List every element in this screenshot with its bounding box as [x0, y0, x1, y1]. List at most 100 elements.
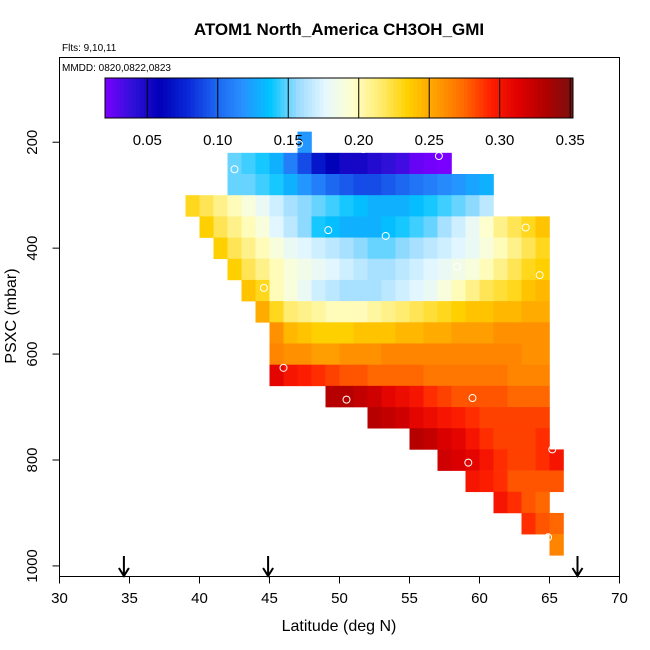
heatmap-cell	[465, 343, 480, 365]
y-tick-label: 200	[24, 130, 41, 155]
colorbar-segment	[424, 78, 430, 118]
heatmap-cell	[255, 216, 270, 238]
colorbar-segment	[186, 78, 192, 118]
colorbar-segment	[120, 78, 125, 118]
heatmap-cell	[521, 364, 536, 387]
colorbar-segment	[545, 78, 550, 118]
heatmap-cell	[479, 258, 494, 281]
heatmap-cell	[479, 195, 494, 217]
heatmap-cell	[283, 301, 298, 323]
heatmap-cell	[353, 174, 368, 196]
heatmap-cell	[521, 279, 536, 302]
colorbar-segment	[459, 78, 465, 118]
colorbar-segment	[339, 78, 344, 118]
heatmap-cell	[507, 428, 522, 450]
heatmap-cell	[465, 407, 480, 429]
heatmap-cell	[409, 152, 424, 175]
colorbar-segment	[385, 78, 391, 118]
heatmap-cell	[367, 258, 382, 281]
heatmap-cell	[423, 237, 438, 260]
observation-marker	[259, 283, 268, 292]
heatmap-cell	[451, 301, 466, 323]
colorbar-segment	[175, 78, 180, 118]
heatmap-cell	[549, 470, 564, 493]
colorbar-segment	[342, 78, 348, 118]
heatmap-cell	[437, 301, 452, 323]
colorbar-segment	[183, 78, 188, 118]
heatmap-cell	[493, 258, 508, 281]
heatmap-cell	[241, 279, 256, 302]
x-tick-label: 30	[51, 590, 68, 607]
heatmap-cell	[339, 174, 354, 196]
heatmap-cell	[395, 174, 410, 196]
colorbar-segment	[253, 78, 258, 118]
heatmap-cell	[269, 343, 284, 365]
heatmap-cell	[535, 237, 550, 260]
heatmap-cell	[283, 216, 298, 238]
heatmap-cell	[381, 364, 396, 387]
heatmap-cell	[241, 195, 256, 217]
colorbar-segment	[506, 78, 511, 118]
colorbar-segment	[502, 78, 508, 118]
colorbar-segment	[526, 78, 531, 118]
dates-label: MMDD: 0820,0822,0823	[62, 63, 171, 74]
heatmap-cell	[451, 343, 466, 365]
heatmap-cell	[395, 364, 410, 387]
heatmap-cell	[451, 174, 466, 196]
heatmap-cell	[437, 428, 452, 450]
heatmap-cell	[451, 364, 466, 387]
heatmap-cell	[297, 322, 312, 344]
heatmap-cell	[311, 152, 326, 175]
heatmap-cell	[311, 322, 326, 344]
arrow-marker-head	[571, 567, 584, 578]
heatmap-cell	[269, 216, 284, 238]
colorbar-segment	[479, 78, 484, 118]
heatmap-cell	[521, 428, 536, 450]
colorbar-segment	[132, 78, 137, 118]
observation-marker	[453, 262, 462, 271]
heatmap-cell	[227, 216, 242, 238]
colorbar-segment	[171, 78, 176, 118]
heatmap-cell	[409, 322, 424, 344]
heatmap-cell	[535, 407, 550, 429]
heatmap-cell	[353, 279, 368, 302]
heatmap-cell	[367, 322, 382, 344]
heatmap-cell	[283, 195, 298, 217]
heatmap-cell	[535, 512, 550, 535]
colorbar-segment	[206, 78, 211, 118]
heatmap-cell	[367, 152, 382, 175]
colorbar-segment	[483, 78, 488, 118]
heatmap-cell	[409, 195, 424, 217]
heatmap-cell	[353, 385, 368, 408]
heatmap-cell	[297, 364, 312, 387]
colorbar-segment	[354, 78, 359, 118]
colorbar-tick-label: 0.10	[203, 132, 232, 149]
heatmap-cell	[493, 385, 508, 408]
observation-marker	[544, 533, 553, 542]
colorbar-segment	[362, 78, 367, 118]
observation-marker	[521, 223, 530, 232]
heatmap-cell	[283, 343, 298, 365]
heatmap-cell	[325, 216, 340, 238]
colorbar-segment	[323, 78, 328, 118]
colorbar-segment	[307, 78, 313, 118]
heatmap-cell	[367, 407, 382, 429]
heatmap-cell	[409, 364, 424, 387]
heatmap-cell	[493, 428, 508, 450]
heatmap-cell	[521, 216, 536, 238]
heatmap-cell	[479, 470, 494, 493]
colorbar-segment	[537, 78, 543, 118]
heatmap-cell	[465, 322, 480, 344]
colorbar-segment	[257, 78, 262, 118]
colorbar-segment	[374, 78, 379, 118]
heatmap-cell	[423, 216, 438, 238]
colorbar-segment	[229, 78, 235, 118]
heatmap-cell	[269, 279, 284, 302]
heatmap-cell	[213, 195, 228, 217]
heatmap-cell	[507, 237, 522, 260]
colorbar-segment	[432, 78, 437, 118]
heatmap-cell	[409, 301, 424, 323]
heatmap-cell	[339, 322, 354, 344]
colorbar-segment	[381, 78, 387, 118]
y-tick-label: 800	[24, 447, 41, 472]
